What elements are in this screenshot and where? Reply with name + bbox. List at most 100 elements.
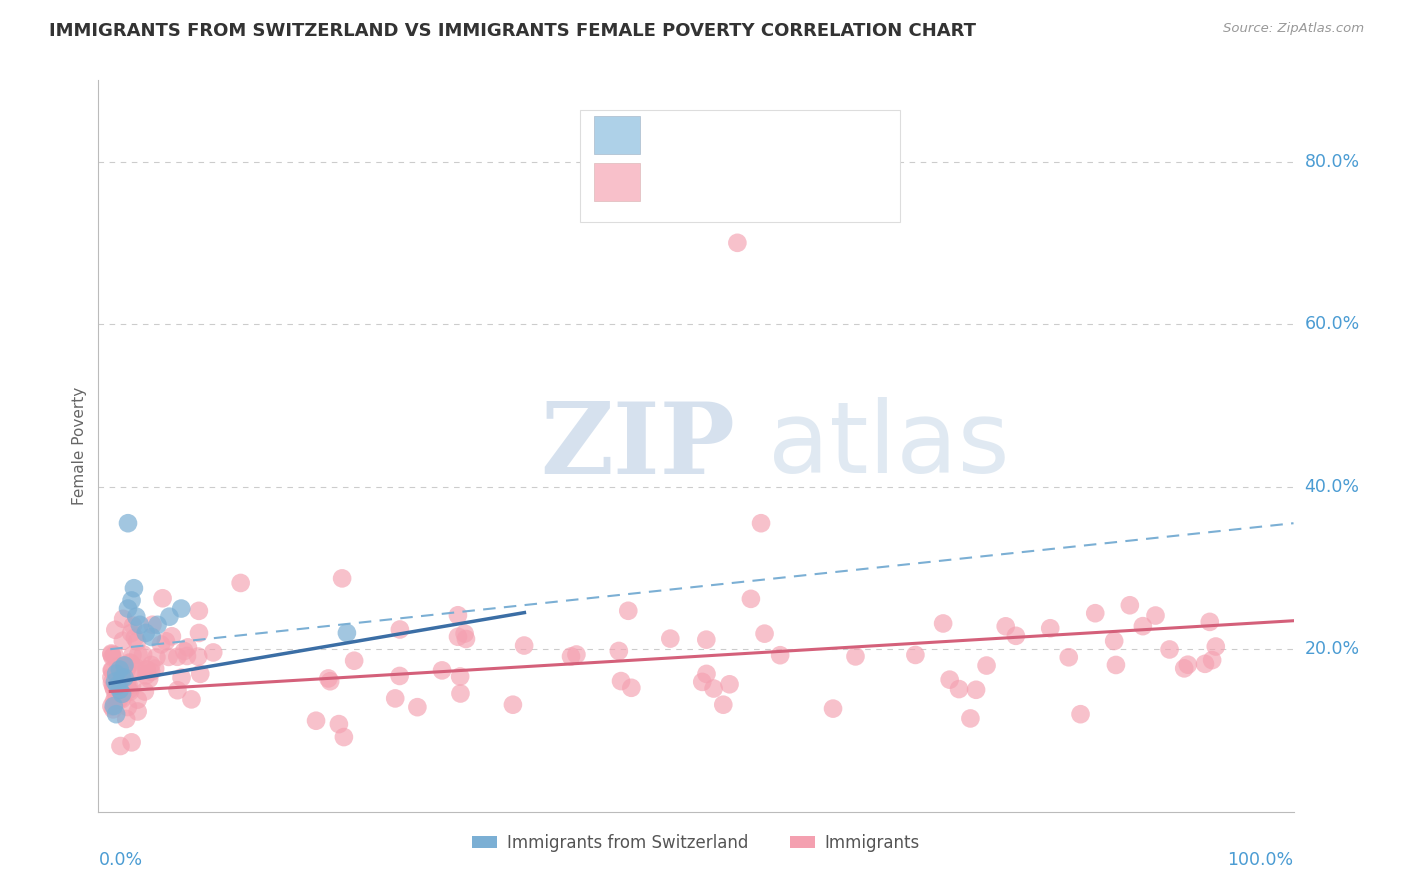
Immigrants bbox=[108, 692, 131, 706]
Immigrants from Switzerland bbox=[103, 699, 125, 714]
Immigrants bbox=[100, 647, 122, 661]
Immigrants bbox=[150, 637, 173, 651]
Immigrants from Switzerland bbox=[125, 609, 148, 624]
Immigrants bbox=[447, 630, 470, 644]
Immigrants from Switzerland bbox=[146, 617, 169, 632]
Immigrants bbox=[111, 633, 134, 648]
Immigrants bbox=[107, 670, 129, 684]
Immigrants bbox=[104, 623, 127, 637]
Immigrants bbox=[513, 639, 536, 653]
Immigrants from Switzerland bbox=[111, 671, 134, 685]
Immigrants bbox=[170, 671, 193, 685]
Text: 60.0%: 60.0% bbox=[1305, 315, 1360, 333]
Text: 80.0%: 80.0% bbox=[1305, 153, 1360, 170]
Immigrants bbox=[115, 663, 138, 677]
Immigrants bbox=[176, 648, 198, 663]
Immigrants bbox=[565, 648, 588, 662]
Immigrants bbox=[127, 705, 149, 719]
Immigrants bbox=[343, 654, 366, 668]
Text: 0.0%: 0.0% bbox=[98, 851, 142, 869]
Immigrants bbox=[127, 692, 149, 706]
Immigrants bbox=[904, 648, 927, 662]
Immigrants bbox=[118, 683, 141, 698]
Immigrants bbox=[406, 700, 429, 714]
Immigrants bbox=[120, 626, 142, 640]
Immigrants bbox=[319, 674, 342, 689]
Immigrants bbox=[718, 677, 741, 691]
Immigrants from Switzerland bbox=[135, 626, 157, 640]
Text: ZIP: ZIP bbox=[541, 398, 735, 494]
Y-axis label: Female Poverty: Female Poverty bbox=[72, 387, 87, 505]
Immigrants bbox=[152, 591, 174, 606]
Immigrants bbox=[112, 612, 135, 626]
Immigrants bbox=[725, 235, 748, 250]
Text: 20.0%: 20.0% bbox=[1305, 640, 1360, 658]
Immigrants bbox=[141, 657, 163, 672]
Immigrants bbox=[1084, 606, 1107, 620]
Immigrants bbox=[122, 618, 145, 632]
Text: R = 0.295   N = 150: R = 0.295 N = 150 bbox=[652, 179, 842, 197]
Immigrants bbox=[107, 659, 129, 673]
Immigrants bbox=[166, 649, 188, 664]
FancyBboxPatch shape bbox=[581, 111, 900, 222]
Immigrants bbox=[659, 632, 682, 646]
Immigrants bbox=[449, 686, 471, 700]
Immigrants bbox=[110, 739, 132, 753]
Immigrants bbox=[449, 669, 471, 683]
Immigrants bbox=[188, 666, 211, 681]
Immigrants bbox=[114, 673, 136, 687]
Immigrants bbox=[118, 656, 141, 670]
Immigrants bbox=[711, 698, 734, 712]
FancyBboxPatch shape bbox=[595, 116, 640, 153]
Immigrants bbox=[155, 634, 177, 648]
Immigrants bbox=[103, 680, 125, 694]
Immigrants bbox=[1144, 608, 1167, 623]
Immigrants from Switzerland bbox=[121, 593, 143, 607]
Immigrants bbox=[333, 730, 356, 744]
Immigrants bbox=[105, 666, 128, 681]
Immigrants bbox=[318, 672, 340, 686]
Immigrants from Switzerland bbox=[141, 630, 163, 644]
Immigrants bbox=[103, 694, 125, 708]
Immigrants bbox=[132, 648, 155, 662]
Immigrants bbox=[695, 632, 717, 647]
Immigrants bbox=[135, 668, 157, 682]
Immigrants bbox=[844, 649, 866, 664]
Immigrants bbox=[1070, 707, 1092, 722]
Immigrants bbox=[388, 669, 411, 683]
Immigrants bbox=[740, 591, 762, 606]
Immigrants bbox=[502, 698, 524, 712]
Immigrants bbox=[994, 619, 1017, 633]
Immigrants bbox=[229, 576, 252, 591]
Immigrants bbox=[121, 735, 143, 749]
Immigrants from Switzerland bbox=[108, 663, 131, 677]
Text: Source: ZipAtlas.com: Source: ZipAtlas.com bbox=[1223, 22, 1364, 36]
Immigrants bbox=[145, 650, 167, 665]
Immigrants bbox=[124, 631, 146, 645]
Immigrants bbox=[107, 679, 129, 693]
Immigrants bbox=[330, 571, 353, 585]
Text: 40.0%: 40.0% bbox=[1305, 477, 1360, 496]
Immigrants bbox=[110, 668, 132, 682]
Immigrants bbox=[1159, 642, 1181, 657]
Immigrants from Switzerland bbox=[170, 601, 193, 615]
Immigrants bbox=[120, 656, 142, 670]
Immigrants bbox=[187, 649, 209, 664]
Immigrants bbox=[125, 634, 148, 648]
Immigrants bbox=[932, 616, 955, 631]
Immigrants bbox=[177, 640, 200, 655]
Immigrants bbox=[135, 663, 157, 677]
Immigrants bbox=[100, 699, 122, 714]
Immigrants bbox=[115, 676, 138, 690]
Immigrants bbox=[690, 674, 713, 689]
Immigrants bbox=[447, 608, 470, 623]
Immigrants bbox=[111, 692, 134, 706]
Immigrants bbox=[101, 675, 124, 690]
Immigrants bbox=[108, 678, 131, 692]
Immigrants bbox=[112, 663, 135, 677]
Immigrants bbox=[454, 632, 477, 646]
Immigrants bbox=[695, 666, 717, 681]
Immigrants from Switzerland bbox=[128, 617, 150, 632]
Immigrants bbox=[1173, 661, 1195, 675]
Immigrants bbox=[328, 717, 350, 731]
